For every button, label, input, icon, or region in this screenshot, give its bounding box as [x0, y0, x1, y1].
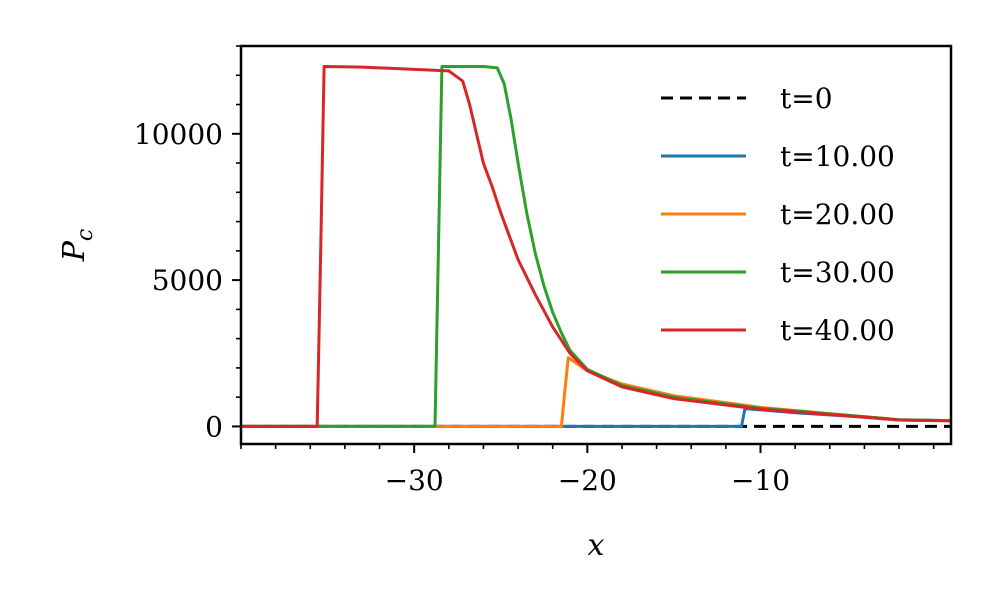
ticks-layer: −30 −20 −10 0 5000 10000 [134, 45, 935, 497]
y-axis-title-main: P [57, 240, 92, 262]
legend: t=0 t=10.00 t=20.00 t=30.00 t=40.00 [661, 82, 895, 347]
x-tick-label: −20 [558, 464, 617, 497]
y-tick-label: 10000 [134, 118, 223, 151]
legend-label-1: t=10.00 [780, 140, 895, 173]
series-layer [241, 65, 951, 428]
series-line-1 [241, 407, 951, 428]
plot-frame [239, 44, 953, 446]
y-axis-title: Pc [57, 229, 98, 263]
y-axis-title-subscript: c [73, 229, 98, 241]
x-axis-title: x [588, 528, 605, 563]
legend-label-2: t=20.00 [780, 198, 895, 231]
legend-label-0: t=0 [780, 82, 833, 115]
x-tick-label: −30 [385, 464, 444, 497]
series-line-4 [241, 65, 951, 428]
y-tick-label: 0 [205, 410, 223, 443]
series-line-3 [241, 65, 951, 428]
y-axis-title-group: Pc [57, 229, 98, 263]
x-tick-label: −10 [731, 464, 790, 497]
legend-label-3: t=30.00 [780, 256, 895, 289]
y-tick-label: 5000 [152, 264, 223, 297]
legend-label-4: t=40.00 [780, 314, 895, 347]
